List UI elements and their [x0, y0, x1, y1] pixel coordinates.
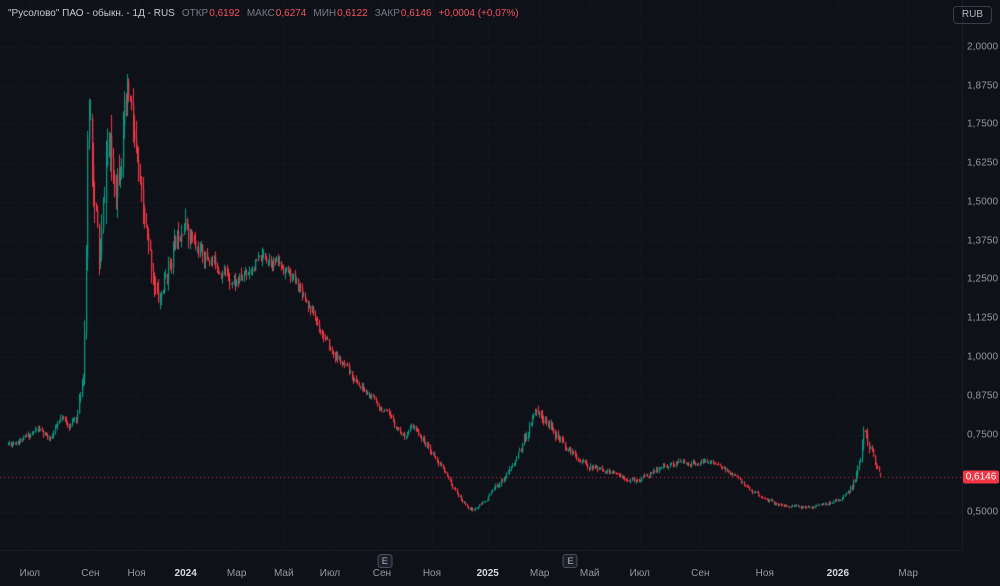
open-value: 0,6192 — [209, 8, 240, 19]
time-axis-month-label: Май — [579, 568, 600, 579]
price-axis-label: 1,1250 — [967, 312, 999, 324]
time-axis-month-label: Сен — [372, 568, 392, 579]
earnings-event-marker[interactable]: E — [562, 554, 578, 568]
ohlc-high: МАКС0,6274 — [247, 8, 307, 20]
high-label: МАКС — [246, 8, 275, 19]
price-axis-label: 1,6250 — [967, 157, 999, 169]
low-value: 0,6122 — [337, 8, 368, 19]
time-axis-month-label: Июл — [629, 568, 650, 579]
ohlc-close: ЗАКР0,6146 — [375, 8, 432, 20]
time-axis-month-label: Июл — [319, 568, 341, 579]
price-axis-label: 1,3750 — [967, 235, 999, 247]
price-axis-label: 1,2500 — [967, 273, 999, 285]
time-axis-month-label: Ноя — [422, 568, 442, 579]
last-price-label: 0,6146 — [963, 470, 999, 484]
high-value: 0,6274 — [275, 8, 307, 19]
currency-button[interactable]: RUB — [952, 6, 992, 24]
time-axis-month-label: Ноя — [755, 568, 774, 579]
time-axis-year-label: 2025 — [476, 568, 499, 579]
time-axis-month-label: Июл — [19, 568, 40, 579]
price-axis-label: 1,8750 — [967, 80, 999, 92]
time-axis-year-label: 2026 — [826, 568, 850, 579]
price-change: +0,0004 (+0,07%) — [438, 8, 519, 19]
time-axis-month-label: Сен — [81, 568, 100, 579]
price-axis-label: 0,5000 — [967, 506, 999, 518]
price-axis-label: 2,0000 — [967, 41, 999, 53]
time-axis-month-label: Мар — [898, 568, 918, 579]
time-axis[interactable]: Июл Сен Ноя 2024 Мар Май Июл Сен Ноя 2025 Мар Май Ию… — [0, 550, 962, 586]
symbol-title[interactable]: "Русолово" ПАО - обыкн. - 1Д - RUS — [8, 8, 175, 19]
time-axis-month-label: Сен — [691, 568, 710, 579]
price-axis-label: 1,7500 — [967, 118, 999, 130]
time-axis-month-label: Мар — [529, 568, 550, 579]
price-axis[interactable]: 2,0000 1,8750 1,7500 1,6250 1,5000 1,3750 1,25… — [962, 0, 1000, 550]
time-axis-month-label: Май — [273, 568, 294, 579]
earnings-event-marker[interactable]: E — [377, 554, 393, 568]
close-value: 0,6146 — [400, 8, 432, 19]
price-axis-label: 0,8750 — [967, 390, 999, 402]
candlestick-chart-canvas[interactable] — [0, 0, 962, 550]
symbol-legend: "Русолово" ПАО - обыкн. - 1Д - RUS ОТКР0… — [8, 8, 519, 20]
price-axis-label: 1,0000 — [967, 351, 999, 363]
price-axis-label: 1,5000 — [967, 196, 999, 208]
ohlc-open: ОТКР0,6192 — [182, 8, 240, 20]
close-label: ЗАКР — [374, 8, 400, 19]
time-axis-year-label: 2024 — [174, 568, 197, 579]
ohlc-low: МИН0,6122 — [313, 8, 367, 20]
time-axis-month-label: Мар — [226, 568, 247, 579]
low-label: МИН — [313, 8, 337, 19]
price-axis-label: 0,7500 — [967, 429, 999, 441]
time-axis-month-label: Ноя — [127, 568, 146, 579]
open-label: ОТКР — [181, 8, 209, 19]
